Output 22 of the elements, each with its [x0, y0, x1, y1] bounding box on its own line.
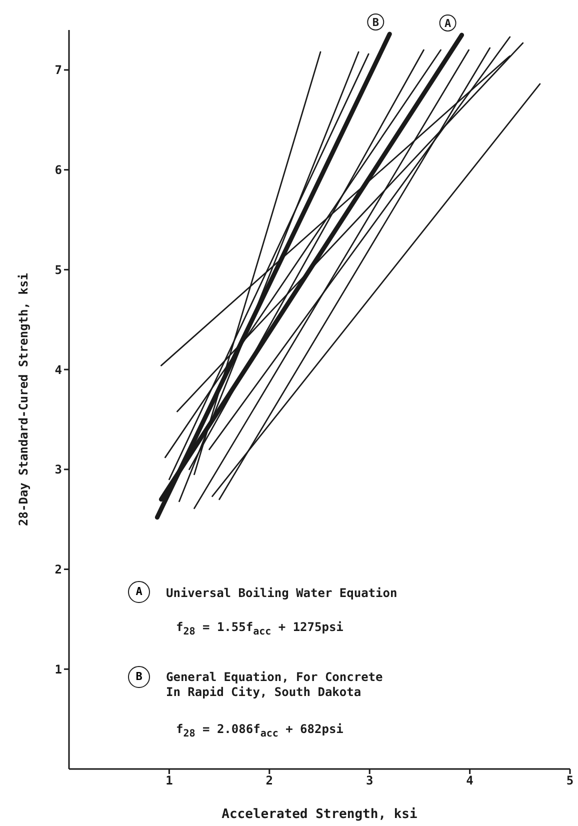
y-tick-label: 4	[54, 362, 62, 377]
x-tick-label: 2	[266, 774, 274, 788]
x-tick-label: 3	[366, 774, 374, 788]
y-tick-label: 7	[54, 63, 62, 78]
y-tick-label: 2	[54, 562, 62, 577]
x-tick-label: 4	[466, 774, 474, 788]
annotation: Universal Boiling Water Equation	[166, 586, 398, 601]
x-tick-label: 1	[166, 774, 173, 788]
annotation: f$_{28}$ = 2.086f$_{acc}$ + 682psi	[176, 722, 344, 742]
y-axis-title: 28-Day Standard-Cured Strength, ksi	[16, 273, 30, 526]
x-axis-title: Accelerated Strength, ksi	[222, 807, 418, 822]
annotation: A	[128, 581, 150, 603]
y-tick-label: 1	[54, 662, 62, 676]
series-label: A	[444, 16, 452, 30]
y-tick-label: 6	[54, 163, 62, 178]
annotation: f$_{28}$ = 1.55f$_{acc}$ + 1275psi	[176, 620, 344, 640]
series-label: B	[372, 16, 380, 29]
annotation: B	[128, 666, 150, 688]
x-tick-label: 5	[566, 774, 574, 788]
y-tick-label: 5	[54, 262, 62, 277]
y-tick-label: 3	[54, 462, 62, 477]
annotation: General Equation, For Concrete In Rapid City, South Dakota	[166, 670, 383, 700]
